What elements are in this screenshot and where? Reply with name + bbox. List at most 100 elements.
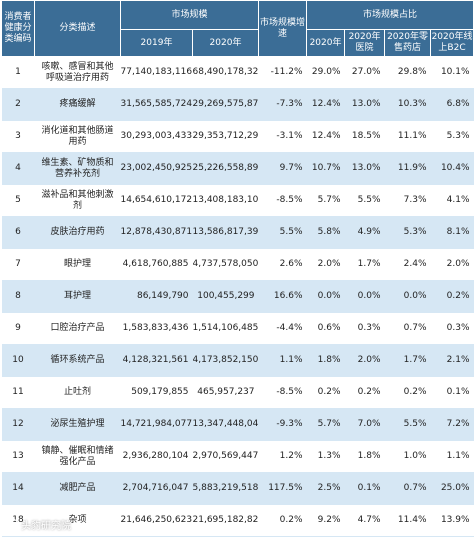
- cell-growth: 5.5%: [258, 216, 307, 249]
- cell-growth: 2.6%: [258, 248, 307, 281]
- cell-code: 12: [1, 408, 35, 441]
- header-code: 消费者健康分类编码: [1, 0, 35, 57]
- cell-2020: 21,695,182,829: [192, 504, 259, 537]
- cell-growth: -4.4%: [258, 312, 307, 345]
- cell-code: 3: [1, 120, 35, 153]
- table-row: 10 循环系统产品 4,128,321,561 4,173,852,150 1.1% 1.…: [1, 344, 474, 377]
- cell-2019: 77,140,183,116: [120, 56, 193, 89]
- cell-2020: 13,586,817,396: [192, 216, 259, 249]
- header-share-retail: 2020年零售药店: [384, 29, 432, 57]
- cell-2019: 23,002,450,925: [120, 152, 193, 185]
- table-row: 7 眼护理 4,618,760,885 4,737,578,050 2.6% 2.0% 1.…: [1, 248, 474, 281]
- cell-share-online: 7.2%: [430, 408, 474, 441]
- cell-2019: 509,179,855: [120, 376, 193, 409]
- cell-share-2020: 0.6%: [306, 312, 345, 345]
- header-growth: 市场规模增速: [258, 0, 308, 57]
- cell-share-2020: 12.4%: [306, 120, 345, 153]
- cell-share-2020: 5.7%: [306, 184, 345, 217]
- cell-share-hospital: 0.3%: [344, 312, 385, 345]
- cell-share-retail: 1.7%: [384, 344, 431, 377]
- watermark: 头豹研究院: [4, 517, 71, 532]
- cell-code: 2: [1, 88, 35, 121]
- cell-share-retail: 10.3%: [384, 88, 431, 121]
- cell-share-online: 0.2%: [430, 280, 474, 313]
- cell-code: 13: [1, 440, 35, 473]
- cell-growth: -3.1%: [258, 120, 307, 153]
- cell-share-hospital: 0.2%: [344, 376, 385, 409]
- cell-share-hospital: 4.7%: [344, 504, 385, 537]
- cell-2019: 86,149,790: [120, 280, 193, 313]
- header-share-hospital: 2020年医院: [344, 29, 386, 57]
- cell-share-2020: 1.3%: [306, 440, 345, 473]
- table-row: 6 皮肤治疗用药 12,878,430,871 13,586,817,396 5.5% 5…: [1, 216, 474, 249]
- cell-2020: 1,514,106,485: [192, 312, 259, 345]
- cell-2020: 100,455,299: [192, 280, 259, 313]
- cell-code: 5: [1, 184, 35, 217]
- cell-growth: 1.2%: [258, 440, 307, 473]
- cell-desc: 咳嗽、感冒和其他呼吸道治疗用药: [34, 56, 121, 89]
- cell-2020: 68,490,178,329: [192, 56, 259, 89]
- cell-2019: 14,654,610,172: [120, 184, 193, 217]
- cell-2019: 12,878,430,871: [120, 216, 193, 249]
- table-body: 1 咳嗽、感冒和其他呼吸道治疗用药 77,140,183,116 68,490,178…: [1, 56, 474, 537]
- cell-2019: 2,936,280,104: [120, 440, 193, 473]
- watermark-text: 头豹研究院: [21, 521, 71, 532]
- cell-share-2020: 5.7%: [306, 408, 345, 441]
- header-2020: 2020年: [191, 29, 260, 57]
- table-row: 5 滋补品和其他刺激剂 14,654,610,172 13,408,183,107 -8…: [1, 184, 474, 217]
- cell-share-2020: 12.4%: [306, 88, 345, 121]
- cell-2020: 5,883,219,518: [192, 472, 259, 505]
- cell-share-hospital: 1.7%: [344, 248, 385, 281]
- cell-share-2020: 2.5%: [306, 472, 345, 505]
- cell-2019: 2,704,716,047: [120, 472, 193, 505]
- cell-share-hospital: 13.0%: [344, 152, 385, 185]
- table-row: 2 疼痛缓解 31,565,585,724 29,269,575,875 -7.3% 12…: [1, 88, 474, 121]
- cell-share-online: 8.1%: [430, 216, 474, 249]
- cell-desc: 杂项: [34, 504, 121, 537]
- cell-share-retail: 11.4%: [384, 504, 431, 537]
- cell-2020: 2,970,569,447: [192, 440, 259, 473]
- header-market-size: 市场规模: [119, 0, 260, 30]
- cell-growth: 0.2%: [258, 504, 307, 537]
- cell-growth: 1.1%: [258, 344, 307, 377]
- cell-2019: 14,721,984,077: [120, 408, 193, 441]
- cell-2019: 4,618,760,885: [120, 248, 193, 281]
- cell-share-online: 1.1%: [430, 440, 474, 473]
- cell-share-2020: 10.7%: [306, 152, 345, 185]
- header-share: 市场规模占比: [306, 0, 474, 30]
- cell-2019: 4,128,321,561: [120, 344, 193, 377]
- cell-share-2020: 1.8%: [306, 344, 345, 377]
- table-row: 1 咳嗽、感冒和其他呼吸道治疗用药 77,140,183,116 68,490,178…: [1, 56, 474, 89]
- header-share-2020: 2020年: [306, 29, 346, 57]
- cell-share-online: 2.1%: [430, 344, 474, 377]
- cell-share-online: 5.3%: [430, 120, 474, 153]
- cell-share-hospital: 5.5%: [344, 184, 385, 217]
- cell-desc: 滋补品和其他刺激剂: [34, 184, 121, 217]
- cell-code: 1: [1, 56, 35, 89]
- cell-2020: 29,269,575,875: [192, 88, 259, 121]
- cell-share-hospital: 1.8%: [344, 440, 385, 473]
- cell-code: 9: [1, 312, 35, 345]
- cell-growth: -8.5%: [258, 184, 307, 217]
- cell-code: 6: [1, 216, 35, 249]
- cell-growth: -7.3%: [258, 88, 307, 121]
- cell-share-retail: 0.7%: [384, 472, 431, 505]
- cell-share-retail: 1.0%: [384, 440, 431, 473]
- cell-desc: 镇静、催眠和情绪强化产品: [34, 440, 121, 473]
- cell-growth: -11.2%: [258, 56, 307, 89]
- cell-growth: 117.5%: [258, 472, 307, 505]
- cell-2020: 25,226,558,896: [192, 152, 259, 185]
- cell-code: 10: [1, 344, 35, 377]
- cell-share-hospital: 4.9%: [344, 216, 385, 249]
- cell-share-2020: 29.0%: [306, 56, 345, 89]
- cell-2020: 13,408,183,107: [192, 184, 259, 217]
- table-row: 8 耳护理 86,149,790 100,455,299 16.6% 0.0% 0.0% 0.…: [1, 280, 474, 313]
- cell-share-online: 4.1%: [430, 184, 474, 217]
- cell-share-hospital: 27.0%: [344, 56, 385, 89]
- watermark-logo-icon: [4, 517, 18, 532]
- cell-growth: -9.3%: [258, 408, 307, 441]
- cell-share-2020: 9.2%: [306, 504, 345, 537]
- cell-growth: 16.6%: [258, 280, 307, 313]
- cell-share-retail: 5.5%: [384, 408, 431, 441]
- cell-desc: 耳护理: [34, 280, 121, 313]
